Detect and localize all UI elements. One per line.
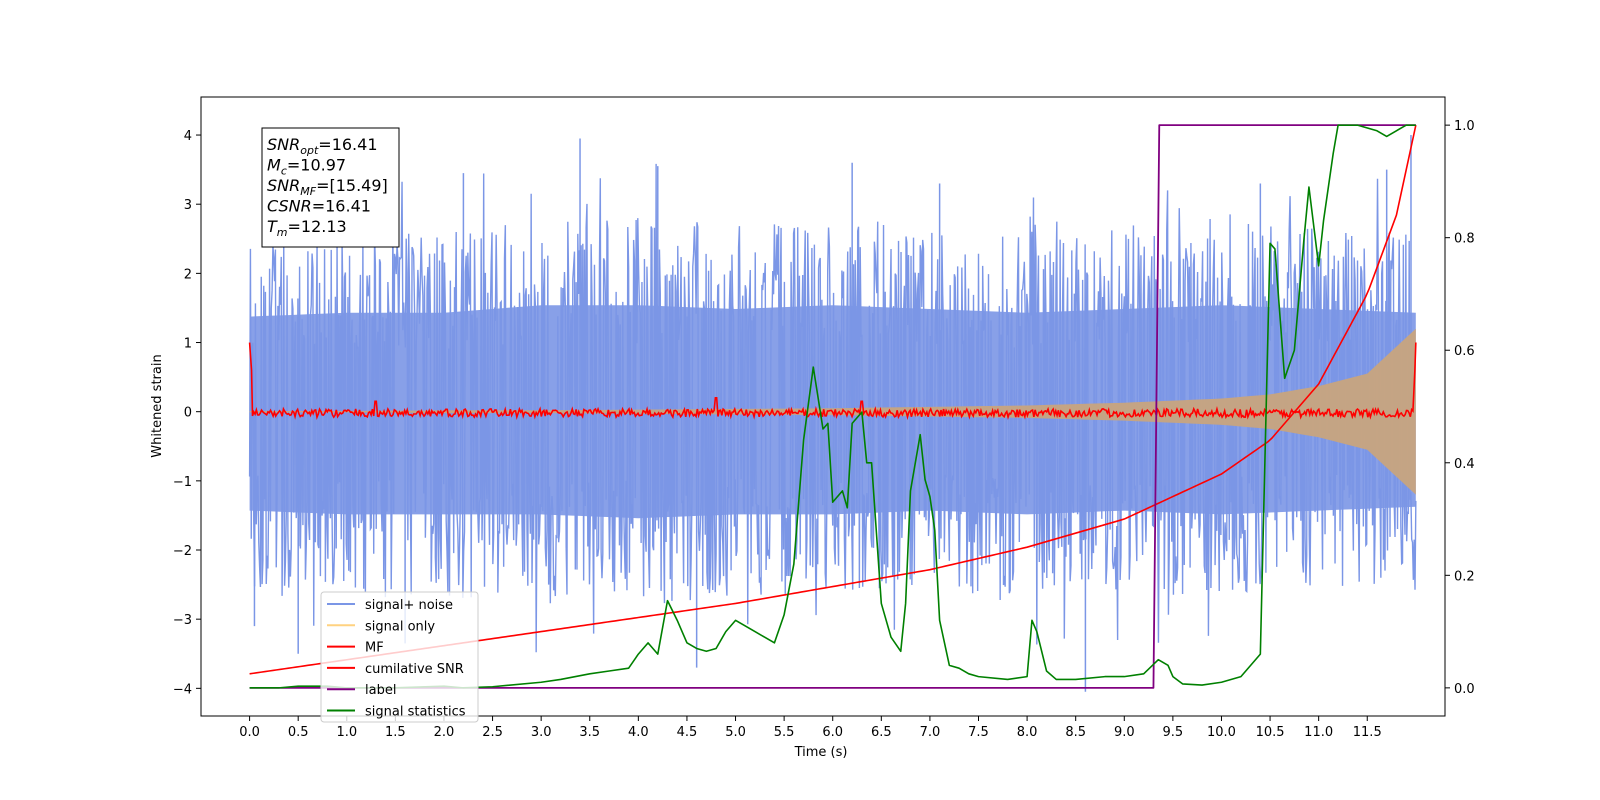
plot-area — [248, 124, 1417, 692]
y-tick-label: 4 — [184, 129, 192, 144]
x-tick-label: 5.5 — [774, 725, 795, 740]
legend-frame — [320, 591, 479, 723]
x-axis: 0.0 0.5 1.0 1.5 2.0 2.5 3.0 3.5 4.0 4.5 5.0 5.5 6.0 6… — [239, 716, 1382, 740]
x-tick-label: 6.0 — [822, 725, 843, 740]
annotation-frame — [261, 127, 400, 248]
x-tick-label: 4.0 — [628, 725, 649, 740]
series-label-line — [249, 124, 1416, 689]
legend: signal+ noise signal only MF cumilative SNR… — [320, 591, 479, 723]
y2-tick-label: 0.6 — [1454, 344, 1475, 359]
y-tick-label: 0 — [184, 406, 192, 421]
legend-label: signal statistics — [365, 705, 466, 720]
y2-tick-label: 0.4 — [1454, 457, 1475, 472]
legend-label: signal+ noise — [365, 598, 453, 613]
legend-label: signal only — [365, 619, 435, 634]
y-axis-label: Whitened strain — [150, 354, 165, 457]
y2-tick-label: 0.2 — [1454, 569, 1475, 584]
x-axis-label: Time (s) — [794, 745, 848, 760]
y-tick-label: 3 — [184, 198, 192, 213]
y-tick-label: −3 — [173, 613, 192, 628]
y-axis-right: 0.0 0.2 0.4 0.6 0.8 1.0 — [1445, 119, 1475, 697]
x-tick-label: 5.0 — [725, 725, 746, 740]
x-tick-label: 1.0 — [336, 725, 357, 740]
x-tick-label: 11.5 — [1353, 725, 1382, 740]
x-tick-label: 3.0 — [531, 725, 552, 740]
legend-label: MF — [365, 641, 384, 656]
y-tick-label: −4 — [173, 682, 192, 697]
x-tick-label: 7.0 — [920, 725, 941, 740]
y2-tick-label: 0.8 — [1454, 232, 1475, 247]
annotation-line: SNRMF=[15.49] — [267, 176, 388, 198]
x-tick-label: 9.5 — [1163, 725, 1184, 740]
y2-tick-label: 1.0 — [1454, 119, 1475, 134]
annotation-line: SNRopt=16.41 — [267, 135, 378, 157]
series-mf-line — [248, 342, 1417, 421]
x-tick-label: 10.0 — [1207, 725, 1236, 740]
annotation-line: Mc=10.97 — [267, 156, 346, 178]
x-tick-label: 1.5 — [385, 725, 406, 740]
plot-frame — [200, 96, 1446, 717]
annotation-line: CSNR=16.41 — [267, 197, 371, 216]
x-tick-label: 9.0 — [1114, 725, 1135, 740]
y2-tick-label: 0.0 — [1454, 682, 1475, 697]
x-tick-label: 7.5 — [968, 725, 989, 740]
annotation-box: SNRopt=16.41Mc=10.97SNRMF=[15.49]CSNR=16… — [261, 127, 400, 248]
y-axis-left: −4 −3 −2 −1 0 1 2 3 4 — [173, 129, 201, 697]
y-tick-label: 2 — [184, 267, 192, 282]
x-tick-label: 2.0 — [434, 725, 455, 740]
x-tick-label: 6.5 — [871, 725, 892, 740]
x-tick-label: 11.0 — [1304, 725, 1333, 740]
x-tick-label: 8.5 — [1065, 725, 1086, 740]
y-tick-label: −1 — [173, 475, 192, 490]
series-signal-statistics-line — [249, 124, 1416, 689]
legend-label: label — [365, 683, 396, 698]
x-tick-label: 0.0 — [239, 725, 260, 740]
annotation-line: Tm=12.13 — [267, 217, 347, 239]
x-tick-label: 3.5 — [579, 725, 600, 740]
x-tick-label: 0.5 — [288, 725, 309, 740]
x-tick-label: 8.0 — [1017, 725, 1038, 740]
y-tick-label: −2 — [173, 544, 192, 559]
y-tick-label: 1 — [184, 337, 192, 352]
legend-label: cumilative SNR — [365, 662, 464, 677]
x-tick-label: 10.5 — [1256, 725, 1285, 740]
x-tick-label: 4.5 — [677, 725, 698, 740]
x-tick-label: 2.5 — [482, 725, 503, 740]
